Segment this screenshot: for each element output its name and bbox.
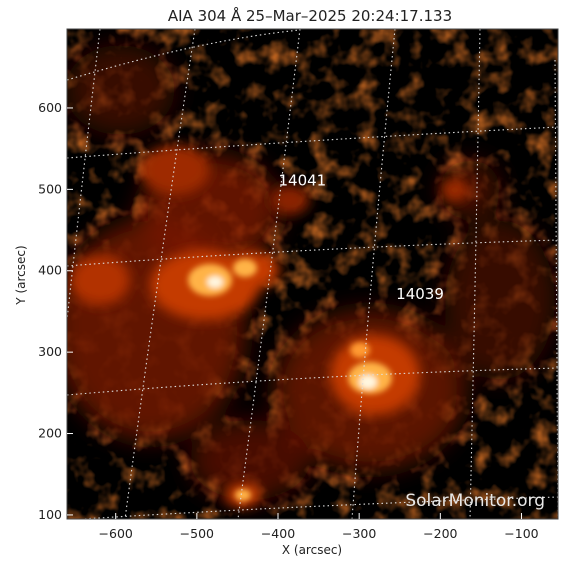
x-axis-label: X (arcsec) bbox=[282, 543, 342, 557]
x-tick-label: −200 bbox=[423, 526, 457, 541]
active-region-label: 14039 bbox=[396, 285, 444, 303]
active-region-label: 14041 bbox=[278, 171, 326, 189]
solar-image bbox=[67, 29, 558, 519]
x-tick-label: −400 bbox=[261, 526, 295, 541]
y-tick-label: 300 bbox=[38, 344, 62, 359]
y-tick-label: 600 bbox=[38, 100, 62, 115]
watermark: SolarMonitor.org bbox=[405, 491, 545, 511]
coordinate-grid bbox=[67, 29, 558, 519]
y-axis-label: Y (arcsec) bbox=[14, 245, 28, 305]
image-title: AIA 304 Å 25–Mar–2025 20:24:17.133 bbox=[168, 6, 452, 25]
x-tick-label: −600 bbox=[99, 526, 133, 541]
x-tick-label: −500 bbox=[180, 526, 214, 541]
x-tick-label: −100 bbox=[504, 526, 538, 541]
y-tick-label: 100 bbox=[38, 507, 62, 522]
plot-frame bbox=[66, 28, 559, 520]
y-axis: 600 500 400 300 200 100 bbox=[38, 100, 73, 522]
y-tick-label: 400 bbox=[38, 263, 62, 278]
x-tick-label: −300 bbox=[342, 526, 376, 541]
x-axis: −600 −500 −400 −300 −200 −100 bbox=[99, 513, 539, 541]
y-tick-label: 200 bbox=[38, 426, 62, 441]
y-tick-label: 500 bbox=[38, 181, 62, 196]
region-labels: 14041 14039 bbox=[278, 171, 443, 303]
